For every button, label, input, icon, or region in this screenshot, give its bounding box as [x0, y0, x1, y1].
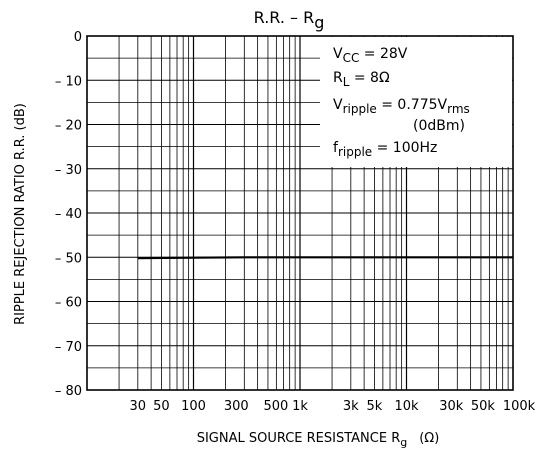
x-tick-label: 3k — [343, 399, 359, 414]
series-line-group — [137, 256, 513, 260]
chart-title: R.R. – Rg — [254, 8, 325, 32]
y-tick-label: – 80 — [55, 384, 82, 399]
y-axis-label: RIPPLE REJECTION RATIO R.R. (dB) — [13, 103, 28, 325]
y-tick-label: – 20 — [55, 119, 82, 134]
x-axis-label: SIGNAL SOURCE RESISTANCE Rg (Ω) — [197, 431, 440, 449]
condition-line: RL = 8Ω — [333, 70, 390, 89]
y-tick-label: – 40 — [55, 207, 82, 222]
y-tick-label: – 60 — [55, 296, 82, 311]
condition-line: (0dBm) — [413, 118, 465, 134]
x-tick-labels: 30 50 100 300 500 1k 3k 5k 10k 30k 50k 100k — [130, 399, 536, 414]
x-tick-label: 30 — [130, 399, 147, 414]
series-line — [137, 256, 513, 260]
x-tick-label: 50k — [471, 399, 496, 414]
x-tick-label: 50 — [153, 399, 170, 414]
x-tick-label: 10k — [394, 399, 419, 414]
y-tick-label: – 10 — [55, 74, 82, 89]
x-tick-label: 100 — [181, 399, 206, 414]
y-tick-label: – 30 — [55, 163, 82, 178]
condition-line: VCC = 28V — [333, 46, 408, 65]
x-tick-label: 5k — [367, 399, 383, 414]
x-tick-label: 100k — [503, 399, 536, 414]
x-tick-label: 300 — [224, 399, 249, 414]
plot-frame — [86, 35, 514, 391]
condition-line: Vripple = 0.775Vrms — [333, 97, 470, 116]
x-tick-label: 30k — [439, 399, 464, 414]
y-tick-labels: 0 – 10 – 20 – 30 – 40 – 50 – 60 – 70 – 80 — [55, 30, 82, 399]
condition-line: fripple = 100Hz — [333, 140, 437, 159]
y-tick-label: – 50 — [55, 251, 82, 266]
x-tick-label: 1k — [292, 399, 308, 414]
y-tick-label: – 70 — [55, 340, 82, 355]
y-tick-label: 0 — [74, 30, 82, 45]
conditions-box: VCC = 28V RL = 8Ω Vripple = 0.775Vrms (0dBm… — [320, 37, 512, 167]
x-tick-label: 500 — [264, 399, 289, 414]
conditions-background — [320, 37, 512, 167]
